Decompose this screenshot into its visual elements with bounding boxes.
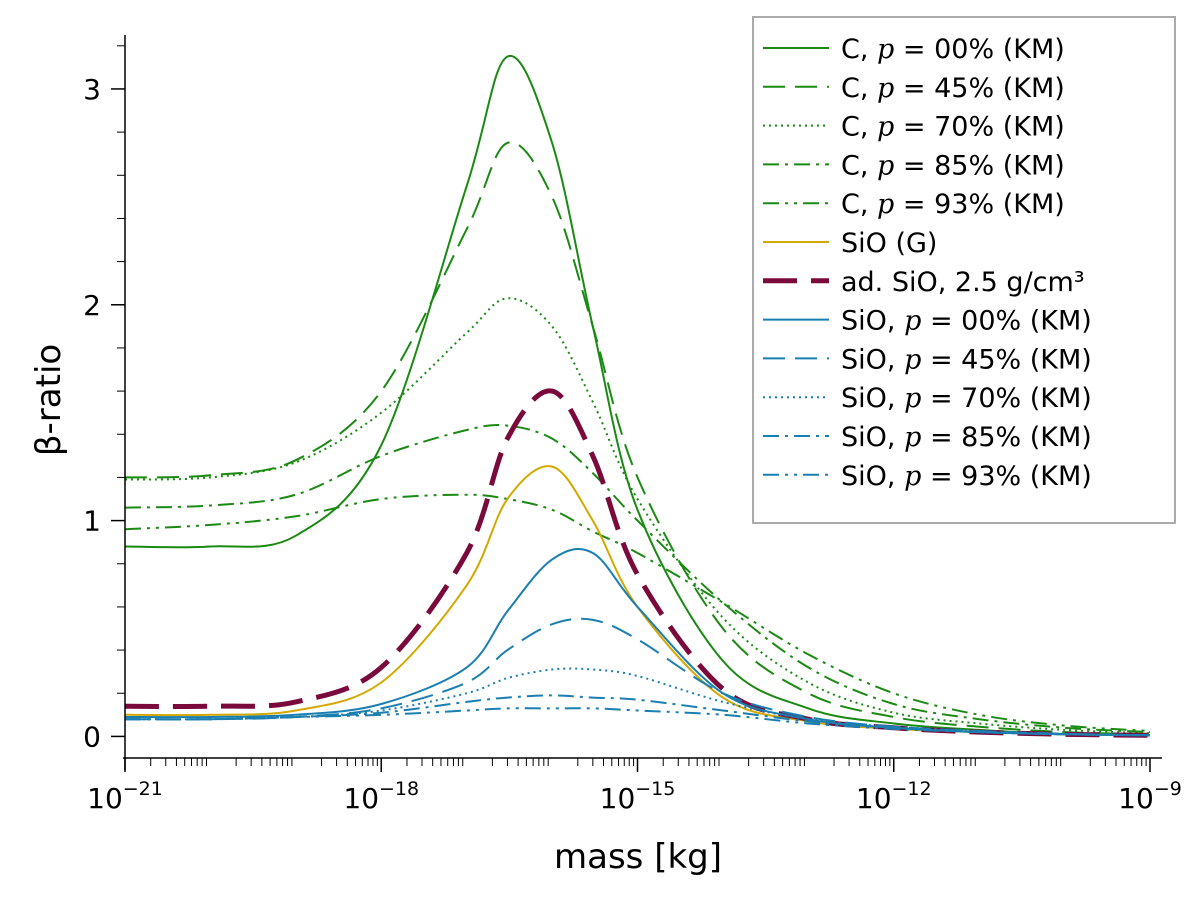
legend-entry-2: C, p = 45% (KM) (841, 73, 1065, 104)
series-line-12 (125, 707, 1150, 737)
y-axis-title: β-ratio (29, 344, 69, 456)
legend: C, p = 00% (KM) C, p = 45% (KM) C, p = 70%… (752, 16, 1176, 524)
y-tick-label: 1 (83, 505, 101, 538)
y-tick-label: 0 (83, 720, 101, 753)
legend-entry-7: ad. SiO, 2.5 g/cm³ (841, 267, 1085, 298)
series-line-10 (125, 667, 1150, 737)
legend-entry-12: SiO, p = 93% (KM) (841, 461, 1092, 492)
y-tick-label: 2 (83, 289, 101, 322)
x-axis-title: mass [kg] (554, 837, 722, 877)
series-line-1 (125, 54, 1150, 737)
axes-layer: 10−21 10−18 10−15 10−12 10−9 0 1 2 3 (83, 35, 1182, 815)
series-layer (125, 54, 1150, 738)
legend-entry-10: SiO, p = 70% (KM) (841, 383, 1092, 414)
legend-entry-1: C, p = 00% (KM) (841, 34, 1065, 65)
x-tick-label: 10−15 (600, 778, 676, 815)
legend-entry-4: C, p = 85% (KM) (841, 150, 1065, 181)
series-line-8 (125, 547, 1150, 737)
x-tick-label: 10−18 (343, 778, 419, 815)
legend-entry-6: SiO (G) (841, 228, 937, 259)
legend-box (752, 16, 1176, 524)
series-line-9 (125, 617, 1150, 737)
y-tick-label: 3 (83, 73, 101, 106)
x-tick-label: 10−9 (1118, 778, 1182, 815)
legend-entry-5: C, p = 93% (KM) (841, 189, 1065, 220)
x-tick-label: 10−12 (856, 778, 932, 815)
series-line-4 (125, 423, 1150, 734)
legend-entry-8: SiO, p = 00% (KM) (841, 306, 1092, 337)
series-line-5 (125, 493, 1150, 732)
legend-entry-9: SiO, p = 45% (KM) (841, 344, 1092, 375)
legend-entry-11: SiO, p = 85% (KM) (841, 422, 1092, 453)
x-tick-label: 10−21 (87, 778, 163, 815)
series-line-3 (125, 297, 1150, 735)
series-line-2 (125, 141, 1150, 736)
legend-entry-3: C, p = 70% (KM) (841, 112, 1065, 143)
